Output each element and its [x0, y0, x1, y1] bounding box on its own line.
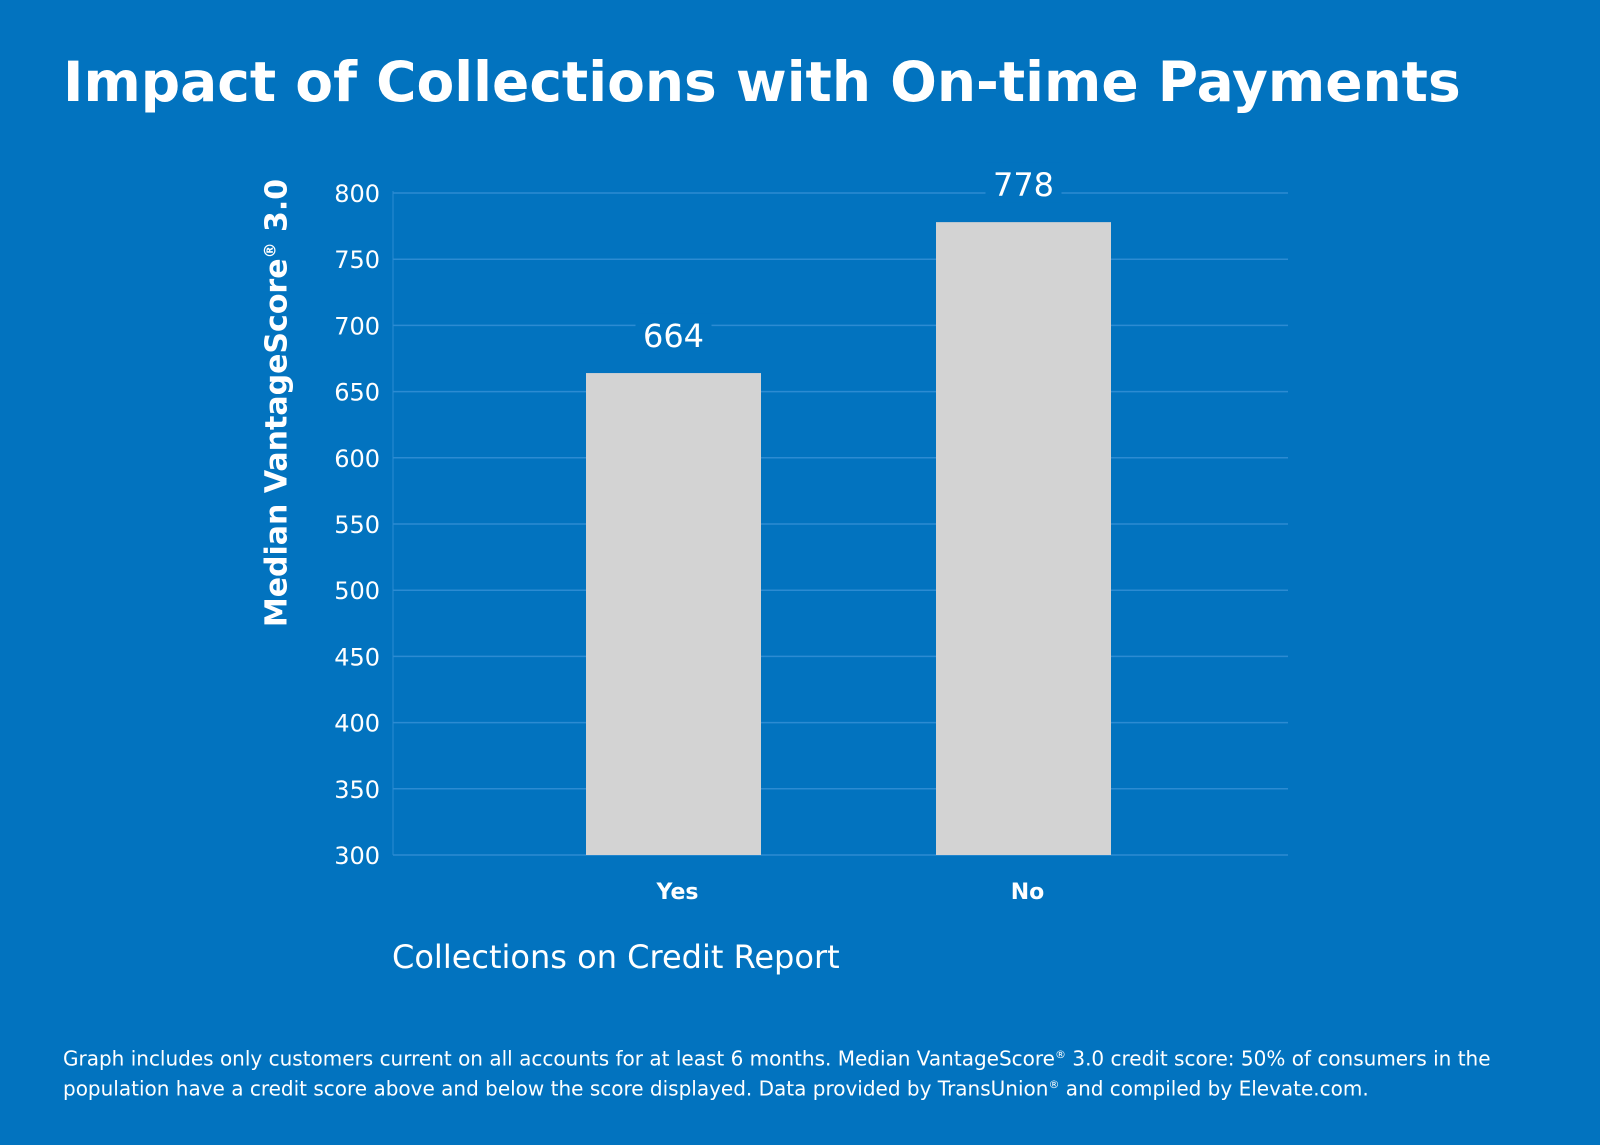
y-tick-label: 650	[334, 379, 380, 407]
y-tick-label: 450	[334, 643, 380, 671]
y-axis-label-text: Median VantageScore	[259, 258, 295, 628]
x-tick-label: Yes	[656, 880, 699, 905]
footnote: Graph includes only customers current on…	[63, 1042, 1543, 1101]
y-axis-label: Median VantageScore® 3.0	[260, 179, 295, 627]
y-tick-label: 550	[334, 511, 380, 539]
data-label-backdrop	[985, 162, 1062, 203]
registered-mark: ®	[1048, 1077, 1060, 1091]
y-tick-label: 800	[334, 180, 380, 208]
footnote-text: and compiled by Elevate.com.	[1059, 1076, 1369, 1101]
bar-no	[936, 222, 1111, 856]
footnote-text: 3.0 credit score: 50% of consumers in th…	[63, 1046, 1491, 1101]
data-label: 778	[993, 166, 1054, 204]
y-axis-label-version: 3.0	[259, 178, 295, 243]
x-tick-label: No	[1011, 880, 1045, 905]
y-tick-label: 300	[334, 842, 380, 870]
footnote-text: Graph includes only customers current on…	[63, 1046, 1055, 1071]
chart-title: Impact of Collections with On-time Payme…	[63, 50, 1461, 114]
registered-mark: ®	[260, 242, 280, 259]
y-tick-label: 350	[334, 776, 380, 804]
registered-mark: ®	[1054, 1048, 1066, 1061]
y-tick-label: 600	[334, 445, 380, 473]
data-label: 664	[643, 317, 704, 355]
y-tick-label: 700	[334, 312, 380, 340]
bar-yes	[586, 373, 761, 855]
y-tick-label: 750	[334, 246, 380, 274]
y-tick-label: 400	[334, 710, 380, 738]
y-tick-label: 500	[334, 577, 380, 605]
data-label-backdrop	[635, 313, 712, 354]
x-axis-label: Collections on Credit Report	[392, 938, 840, 976]
